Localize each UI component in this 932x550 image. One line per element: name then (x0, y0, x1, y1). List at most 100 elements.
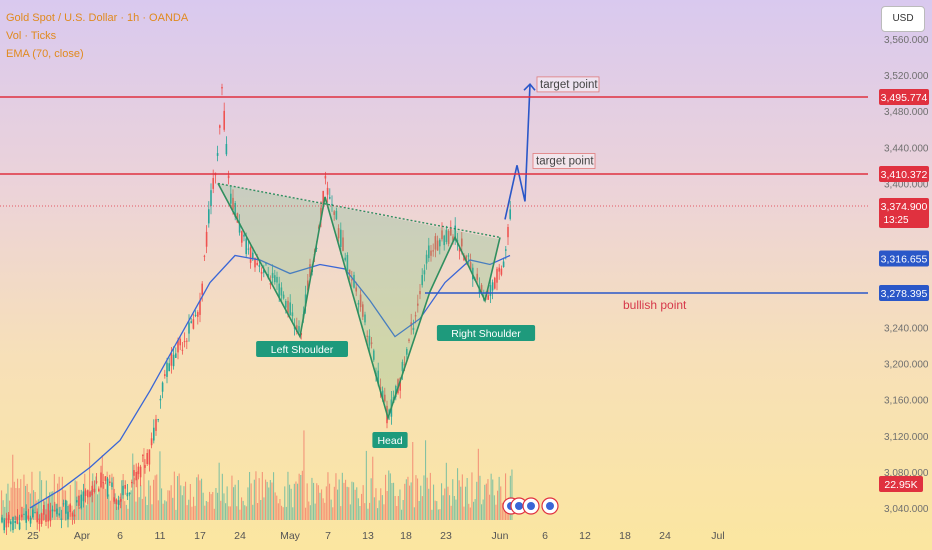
volume-bar (434, 500, 436, 520)
candle-body (280, 287, 283, 296)
price-axis-label: 3,410.372 (881, 169, 928, 181)
x-tick-label: 17 (194, 530, 206, 542)
candle-body (507, 227, 509, 238)
candle-body (18, 522, 21, 530)
volume-bar (231, 475, 233, 520)
candle-body (205, 231, 208, 247)
volume-bar (425, 440, 427, 520)
candle-body (333, 211, 335, 215)
volume-bar (386, 491, 388, 520)
volume-bar (74, 480, 76, 520)
candle-body (12, 516, 14, 531)
candle-body (274, 275, 276, 283)
candle-body (122, 485, 124, 496)
candle-body (324, 175, 327, 179)
volume-bar (77, 495, 79, 520)
candle-body (106, 478, 109, 497)
volume-bar (193, 496, 195, 520)
candle-body (190, 321, 192, 323)
candle-body (78, 495, 80, 506)
candle-body (172, 354, 175, 367)
volume-bar (183, 486, 185, 520)
y-tick-label: 3,400.000 (884, 179, 929, 190)
volume-bar (277, 503, 279, 520)
volume-bar (269, 480, 271, 520)
price-axis-label-bg (879, 285, 929, 301)
volume-bar (44, 501, 46, 520)
price-axis-label-bg (879, 166, 929, 182)
volume-bar (372, 456, 374, 520)
pattern-badge (372, 432, 408, 448)
candle-body (56, 508, 58, 515)
candle-body (126, 492, 129, 497)
volume-bar (260, 500, 262, 520)
candle-body (133, 470, 135, 476)
volume-bar (449, 495, 451, 520)
volume-bar (501, 502, 503, 520)
volume-bar (341, 472, 343, 520)
candle-body (269, 283, 272, 285)
candle-body (148, 449, 151, 465)
volume-bar (338, 479, 340, 520)
candle-body (49, 510, 52, 522)
volume-bar (436, 501, 438, 520)
volume-bar (444, 488, 446, 520)
volume-bar (284, 486, 286, 520)
candle-body (179, 338, 181, 346)
candle-body (29, 517, 32, 524)
volume-bar (103, 482, 105, 520)
volume-bar (29, 493, 31, 520)
volume-bar (375, 488, 377, 520)
volume-bar (450, 505, 452, 520)
volume-bar (476, 481, 478, 520)
volume-bar (274, 492, 276, 520)
candle-body (445, 230, 448, 242)
price-axis-label-bg (879, 250, 929, 267)
volume-bar (367, 508, 369, 520)
volume-bar (143, 448, 145, 520)
candle-body (285, 301, 287, 308)
volume-bar (300, 475, 302, 520)
candle-body (232, 197, 234, 211)
volume-bar (396, 506, 398, 520)
candle-body (344, 257, 346, 261)
volume-bar (149, 485, 151, 520)
volume-bar (321, 489, 323, 520)
candle-body (128, 492, 131, 495)
candle-body (201, 283, 203, 295)
candle-body (137, 466, 140, 475)
volume-bar (197, 474, 199, 520)
volume-bar (18, 488, 20, 520)
candle-body (199, 300, 201, 315)
candle-body (84, 490, 87, 496)
candle-body (115, 499, 118, 505)
volume-bar (162, 503, 164, 520)
volume-bar (457, 468, 459, 520)
candle-body (69, 504, 71, 513)
candle-body (487, 295, 489, 300)
candle-body (117, 500, 120, 506)
volume-bar (66, 500, 68, 520)
volume-bar (311, 477, 313, 520)
candle-body (157, 419, 159, 421)
candle-body (282, 294, 285, 299)
volume-bar (119, 496, 121, 520)
currency-button[interactable]: USD (881, 6, 925, 32)
volume-bar (437, 509, 439, 520)
candle-body (47, 503, 49, 522)
x-tick-label: 24 (234, 530, 246, 542)
candle-body (144, 465, 146, 468)
candle-body (452, 236, 454, 242)
candle-body (304, 294, 307, 307)
volume-bar (431, 509, 433, 520)
volume-bar (268, 487, 270, 520)
price-axis-label: 3,495.774 (881, 92, 928, 104)
volume-bar (125, 504, 127, 520)
volume-bar (389, 473, 391, 520)
candle-body (62, 503, 65, 505)
candle-body (161, 382, 164, 392)
volume-bar (89, 442, 91, 520)
candle-body (489, 285, 492, 296)
volume-bar (397, 496, 399, 520)
